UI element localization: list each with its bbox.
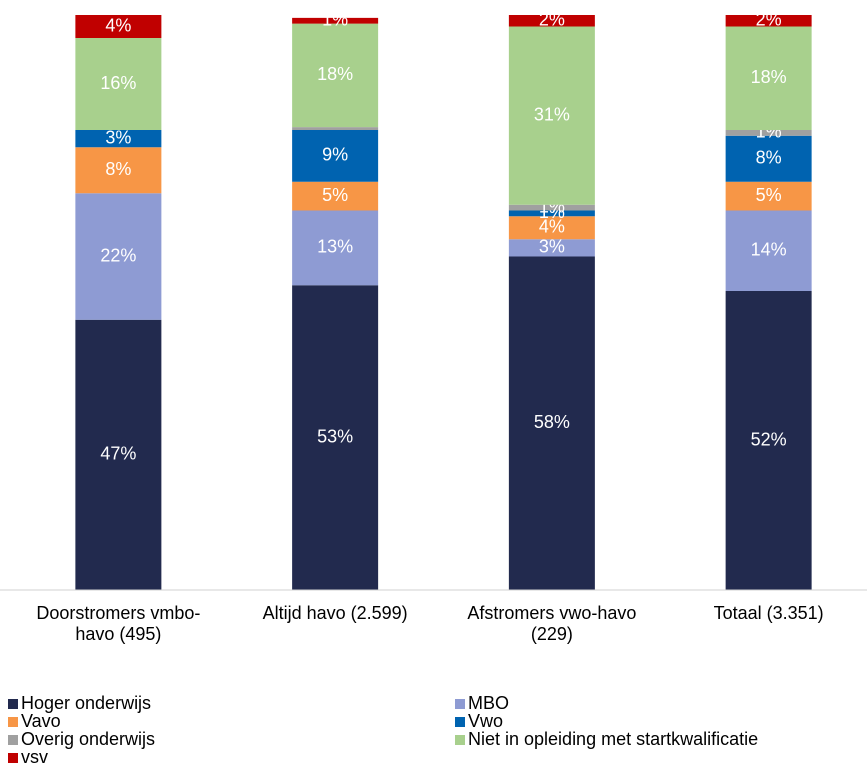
data-label: 18% (751, 67, 787, 87)
bar-segment (75, 319, 162, 590)
bar-segment (508, 239, 595, 257)
bar-segment (725, 291, 812, 590)
legend-label: MBO (468, 693, 510, 713)
data-label: 8% (105, 159, 131, 179)
data-label: 1% (322, 10, 348, 30)
data-label: 22% (100, 245, 136, 265)
bar-segment (292, 127, 379, 130)
data-label: 3% (539, 237, 565, 257)
legend-label: Niet in opleiding met startkwalificatie (468, 729, 759, 749)
data-label: 14% (751, 240, 787, 260)
bar-segment (292, 181, 379, 211)
legend-item: MBO (455, 694, 509, 712)
bar-segment (725, 15, 812, 27)
bar-segment (508, 210, 595, 217)
legend-swatch (455, 735, 465, 745)
legend-swatch (455, 717, 465, 727)
bar-segment (292, 285, 379, 590)
bar-segment (508, 26, 595, 205)
bar-segment (292, 17, 379, 24)
bar-segment (292, 130, 379, 182)
data-label: 58% (534, 412, 570, 432)
bar-segment (725, 26, 812, 130)
legend-label: Hoger onderwijs (21, 693, 152, 713)
bar-segment (508, 204, 595, 211)
bar-segment (725, 130, 812, 136)
data-label: 2% (539, 10, 565, 30)
data-label: 8% (756, 148, 782, 168)
legend-swatch (8, 753, 18, 763)
data-label: 52% (751, 429, 787, 449)
legend-item: Niet in opleiding met startkwalificatie (455, 730, 758, 748)
legend-swatch (8, 735, 18, 745)
legend-item: vsv (8, 748, 48, 766)
bar-segment (75, 15, 162, 38)
data-label: 18% (317, 64, 353, 84)
legend-swatch (8, 699, 18, 709)
data-label: 2% (756, 10, 782, 30)
bar-segment (725, 135, 812, 182)
legend-item: Overig onderwijs (8, 730, 155, 748)
bar-segment (508, 256, 595, 590)
legend-item: Vavo (8, 712, 61, 730)
data-label: 3% (105, 127, 131, 147)
bar-segment (508, 15, 595, 27)
bar-segment (292, 23, 379, 128)
x-tick-label: Doorstromers vmbo-havo (495) (36, 603, 201, 644)
data-label: 9% (322, 145, 348, 165)
x-tick-label: Altijd havo (2.599) (262, 603, 408, 623)
bar-segment (75, 193, 162, 320)
legend-swatch (455, 699, 465, 709)
legend-label: vsv (21, 747, 48, 767)
legend-label: Vavo (21, 711, 61, 731)
bar-segment (508, 216, 595, 240)
bar-segment (725, 210, 812, 291)
data-label: 13% (317, 237, 353, 257)
bar-segment (75, 38, 162, 130)
data-label: 53% (317, 426, 353, 446)
data-label: 5% (322, 185, 348, 205)
legend-item: Hoger onderwijs (8, 694, 151, 712)
legend-swatch (8, 717, 18, 727)
x-tick-label: Totaal (3.351) (713, 603, 824, 623)
data-label: 47% (100, 444, 136, 464)
bar-segment (75, 147, 162, 194)
data-label: 16% (100, 73, 136, 93)
x-tick-label: Afstromers vwo-havo (229) (467, 603, 637, 644)
bar-segment (725, 181, 812, 211)
data-label: 4% (105, 15, 131, 35)
legend-item: Vwo (455, 712, 503, 730)
data-label: 5% (756, 185, 782, 205)
data-label: 4% (539, 217, 565, 237)
legend-label: Vwo (468, 711, 504, 731)
bar-segment (75, 130, 162, 148)
legend-label: Overig onderwijs (21, 729, 156, 749)
bar-segment (292, 210, 379, 286)
data-label: 31% (534, 104, 570, 124)
